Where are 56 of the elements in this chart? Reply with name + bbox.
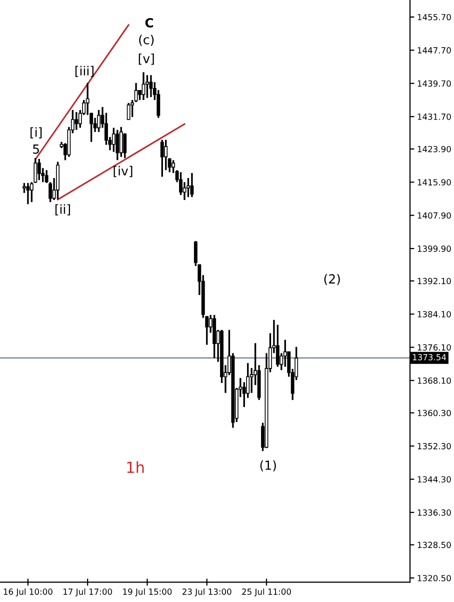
annotation: (2) xyxy=(324,274,340,286)
y-tick-label: 1384.10 xyxy=(418,311,451,318)
candlestick xyxy=(26,182,30,205)
candlestick xyxy=(123,132,127,159)
candlestick xyxy=(48,181,52,203)
annotation: [v] xyxy=(138,54,154,65)
y-tick-label: 1415.90 xyxy=(418,179,451,186)
x-tick-label: 17 Jul 17:00 xyxy=(64,588,112,596)
y-tick-label: 1368.10 xyxy=(418,377,451,384)
y-tick-label: 1376.10 xyxy=(418,344,451,351)
candlestick xyxy=(182,181,186,201)
x-tick-label: 25 Jul 11:00 xyxy=(242,588,291,596)
y-tick-label: 1344.30 xyxy=(418,476,451,483)
y-tick-label: 1423.90 xyxy=(418,146,451,152)
candlestick xyxy=(97,109,100,133)
candlestick xyxy=(149,74,153,98)
candlestick xyxy=(276,324,280,368)
candlestick xyxy=(146,74,149,99)
annotation: [iv] xyxy=(114,166,132,178)
annotation: (c) xyxy=(139,34,154,46)
y-tick-label: 1320.50 xyxy=(418,574,451,582)
candlestick xyxy=(22,182,26,194)
annotation: [ii] xyxy=(55,204,70,216)
text: 1h xyxy=(127,461,144,473)
candlestick xyxy=(37,158,41,181)
candlestick xyxy=(116,129,120,161)
candlestick xyxy=(112,126,116,153)
y-tick-label: 1352.30 xyxy=(418,443,451,450)
annotation: 5 xyxy=(33,144,39,154)
candlestick xyxy=(74,111,78,131)
candlestick xyxy=(160,138,164,178)
x-tick-label: 19 Jul 15:00 xyxy=(123,588,172,596)
candlestick xyxy=(179,171,182,196)
y-tick-label: 1447.70 xyxy=(418,47,451,54)
y-tick-label: 1399.90 xyxy=(418,246,451,252)
y-tick-label: 1392.10 xyxy=(418,278,451,284)
annotation: C xyxy=(145,18,154,28)
candlestick xyxy=(164,138,168,171)
ref-line-label: 1373.54 xyxy=(412,354,446,360)
y-tick-label: 1455.70 xyxy=(418,14,451,20)
x-tick-label: 23 Jul 13:00 xyxy=(182,588,232,596)
candlestick xyxy=(186,177,190,198)
candlestick xyxy=(44,169,48,184)
candlestick xyxy=(119,126,123,158)
candlestick xyxy=(190,172,194,198)
y-tick-label: 1407.90 xyxy=(418,212,451,219)
y-tick-label: 1360.30 xyxy=(418,410,451,416)
annotation: (1) xyxy=(260,460,276,472)
y-tick-label: 1431.70 xyxy=(418,114,451,120)
y-tick-label: 1439.70 xyxy=(418,80,451,87)
candlestick xyxy=(126,102,130,121)
y-tick-label: 1336.30 xyxy=(418,509,451,516)
annotation: [i] xyxy=(30,127,42,138)
y-tick-label: 1328.50 xyxy=(418,542,451,548)
x-tick-label: 16 Jul 10:00 xyxy=(4,588,52,596)
annotation: [iii] xyxy=(75,66,94,77)
